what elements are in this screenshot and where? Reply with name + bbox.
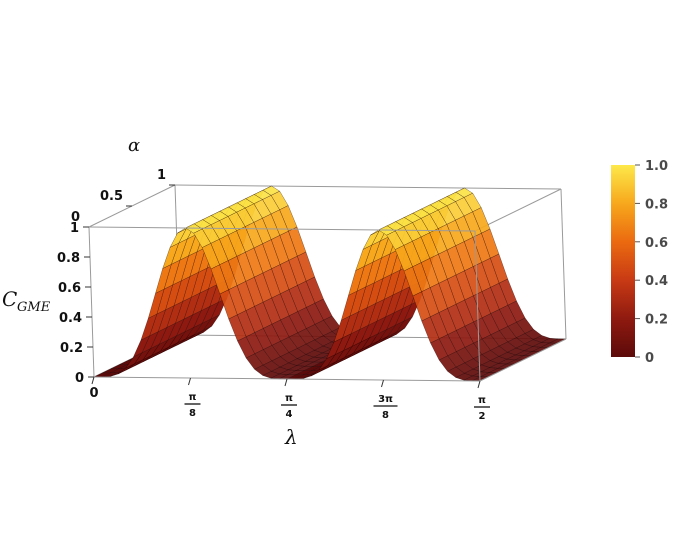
svg-text:2: 2 — [479, 411, 486, 422]
box-edge — [88, 226, 95, 378]
z-axis-label: C GME — [2, 287, 51, 315]
z-tick-label: 0.2 — [60, 341, 83, 356]
x-tick-label: 3π8 — [373, 394, 398, 421]
y-tick-label: 1 — [157, 168, 166, 183]
z-tick-label: 0.6 — [58, 281, 81, 296]
x-axis-label: λ — [284, 425, 298, 449]
x-tick-mark — [188, 377, 191, 386]
svg-text:3π: 3π — [378, 394, 393, 405]
x-tick-label: π2 — [474, 395, 490, 422]
colorbar: 0 0.2 0.4 0.6 0.8 1.0 — [611, 159, 668, 366]
svg-text:π: π — [189, 392, 197, 403]
svg-text:C: C — [2, 287, 17, 311]
surface — [93, 185, 567, 382]
y-tick-label: 0 — [71, 210, 80, 225]
z-tick-labels: 0 0.2 0.4 0.6 0.8 1 — [57, 221, 94, 386]
z-tick-label: 0.8 — [57, 251, 80, 266]
z-tick-label: 1 — [70, 221, 79, 236]
y-axis-label: α — [128, 135, 140, 156]
box-edge — [474, 230, 481, 382]
x-tick-mark — [477, 380, 481, 389]
svg-text:4: 4 — [286, 409, 293, 420]
box-edge — [560, 188, 567, 340]
box-edge — [479, 338, 567, 382]
svg-text:GME: GME — [17, 300, 51, 315]
x-tick-label: 0 — [89, 386, 98, 401]
y-tick-label: 0.5 — [100, 189, 123, 204]
colorbar-ticks: 0 0.2 0.4 0.6 0.8 1.0 — [635, 159, 668, 366]
colorbar-tick-label: 0.6 — [645, 236, 668, 251]
x-tick-label: π8 — [184, 392, 201, 419]
x-tick-mark — [284, 378, 288, 387]
colorbar-tick-label: 0.2 — [645, 313, 668, 328]
svg-text:8: 8 — [382, 410, 389, 421]
z-tick-label: 0 — [75, 371, 84, 386]
colorbar-gradient — [611, 165, 635, 357]
box-edge — [174, 184, 562, 190]
box-edge — [88, 226, 476, 232]
x-tick-mark — [381, 379, 384, 388]
svg-text:8: 8 — [189, 408, 196, 419]
x-tick-mark — [91, 376, 95, 385]
x-tick-label: π4 — [281, 393, 297, 420]
colorbar-tick-label: 0.4 — [645, 274, 668, 289]
y-tick-labels: 00.51 — [71, 168, 175, 228]
colorbar-tick-label: 1.0 — [645, 159, 668, 174]
colorbar-tick-label: 0 — [645, 351, 654, 366]
svg-text:π: π — [478, 395, 486, 406]
svg-text:π: π — [285, 393, 293, 404]
z-tick-label: 0.4 — [59, 311, 82, 326]
box-edge — [474, 188, 562, 232]
colorbar-tick-label: 0.8 — [645, 197, 668, 212]
